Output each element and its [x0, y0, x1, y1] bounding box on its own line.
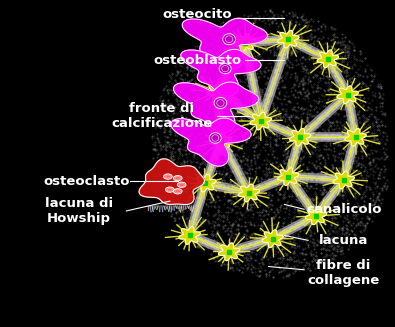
Text: osteocito: osteocito	[163, 8, 232, 21]
Polygon shape	[171, 118, 251, 166]
Text: fronte di
calcificazione: fronte di calcificazione	[111, 102, 213, 130]
Polygon shape	[218, 243, 240, 261]
Polygon shape	[173, 82, 259, 132]
Polygon shape	[139, 159, 205, 204]
Ellipse shape	[164, 174, 172, 179]
Ellipse shape	[209, 133, 221, 143]
Polygon shape	[207, 83, 228, 100]
Text: lacuna di
Howship: lacuna di Howship	[45, 197, 113, 225]
Polygon shape	[250, 112, 271, 130]
Polygon shape	[317, 50, 339, 68]
Text: osteoblasto: osteoblasto	[153, 54, 242, 67]
Polygon shape	[278, 168, 299, 185]
Ellipse shape	[166, 187, 174, 192]
Ellipse shape	[214, 97, 227, 109]
Text: lacuna: lacuna	[319, 234, 368, 247]
Polygon shape	[333, 171, 354, 189]
Polygon shape	[337, 86, 358, 104]
Ellipse shape	[173, 189, 182, 194]
Polygon shape	[238, 184, 260, 202]
Polygon shape	[179, 227, 200, 244]
Polygon shape	[290, 129, 311, 146]
Polygon shape	[262, 230, 283, 248]
Polygon shape	[211, 132, 232, 149]
Polygon shape	[195, 174, 216, 192]
Polygon shape	[345, 129, 366, 146]
Text: canalicolo: canalicolo	[306, 203, 382, 216]
Ellipse shape	[223, 34, 235, 45]
Polygon shape	[278, 30, 299, 48]
Ellipse shape	[177, 182, 186, 187]
Polygon shape	[182, 18, 267, 69]
Ellipse shape	[219, 63, 231, 74]
Ellipse shape	[173, 176, 182, 181]
Polygon shape	[234, 34, 256, 51]
Text: fibre di
collagene: fibre di collagene	[308, 259, 380, 287]
Polygon shape	[305, 207, 327, 225]
Text: osteoclasto: osteoclasto	[44, 175, 130, 188]
Polygon shape	[181, 49, 261, 96]
